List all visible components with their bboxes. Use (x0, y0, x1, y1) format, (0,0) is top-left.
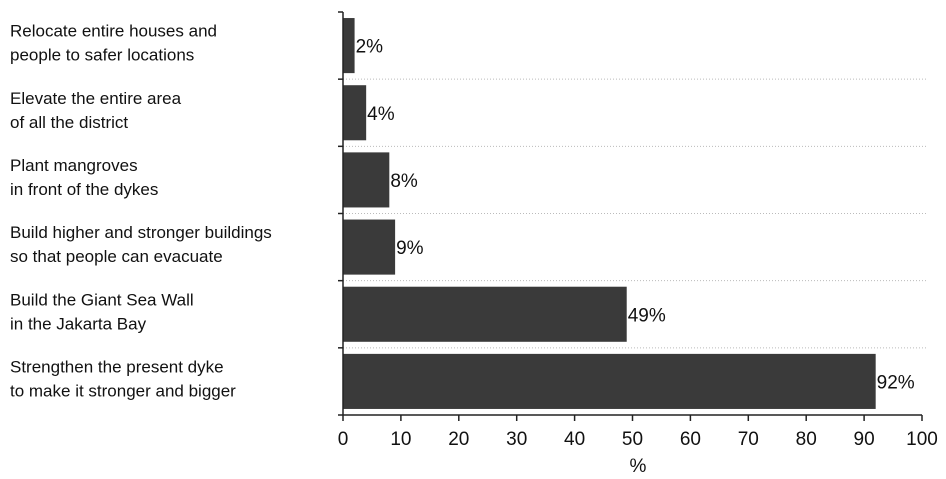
category-label-line: so that people can evacuate (10, 248, 223, 267)
category-label: Strengthen the present dyke to make it st… (10, 358, 236, 401)
category-label: Build the Giant Sea Wall in the Jakarta B… (10, 291, 194, 334)
x-tick-label: 100 (906, 429, 938, 450)
x-tick-label: 10 (390, 429, 411, 450)
value-label: 92% (877, 372, 915, 393)
x-tick-label: 50 (622, 429, 643, 450)
x-tick-label: 20 (448, 429, 469, 450)
category-label: Build higher and stronger buildings so th… (10, 224, 272, 267)
bar (343, 85, 367, 141)
category-label-line: Relocate entire houses and (10, 22, 217, 41)
category-label: Elevate the entire area of all the distri… (10, 89, 182, 132)
x-tick-label: 0 (338, 429, 349, 450)
value-label: 2% (356, 37, 384, 58)
bar (343, 353, 876, 409)
x-tick-label: 80 (796, 429, 817, 450)
category-label-line: in the Jakarta Bay (10, 315, 147, 334)
category-label-line: Elevate the entire area (10, 89, 182, 108)
value-label: 4% (367, 104, 395, 125)
bar (343, 152, 390, 208)
value-label: 9% (396, 238, 424, 259)
x-tick-label: 40 (564, 429, 585, 450)
category-label-line: of all the district (10, 113, 128, 132)
bar (343, 219, 396, 275)
category-label-line: Strengthen the present dyke (10, 358, 224, 377)
category-label: Relocate entire houses and people to safe… (10, 22, 217, 65)
x-tick-label: 30 (506, 429, 527, 450)
value-label: 49% (628, 305, 666, 326)
x-axis-label: % (630, 456, 647, 477)
bar (343, 286, 627, 342)
category-label-line: Build higher and stronger buildings (10, 224, 272, 243)
category-label-line: in front of the dykes (10, 180, 158, 199)
category-label-line: Build the Giant Sea Wall (10, 291, 194, 310)
x-tick-label: 90 (854, 429, 875, 450)
category-label: Plant mangroves in front of the dykes (10, 156, 158, 199)
value-label: 8% (390, 171, 418, 192)
x-tick-label: 60 (680, 429, 701, 450)
category-label-line: Plant mangroves (10, 156, 138, 175)
bar (343, 18, 355, 74)
category-label-line: people to safer locations (10, 46, 194, 65)
category-label-line: to make it stronger and bigger (10, 382, 236, 401)
x-tick-label: 70 (738, 429, 759, 450)
